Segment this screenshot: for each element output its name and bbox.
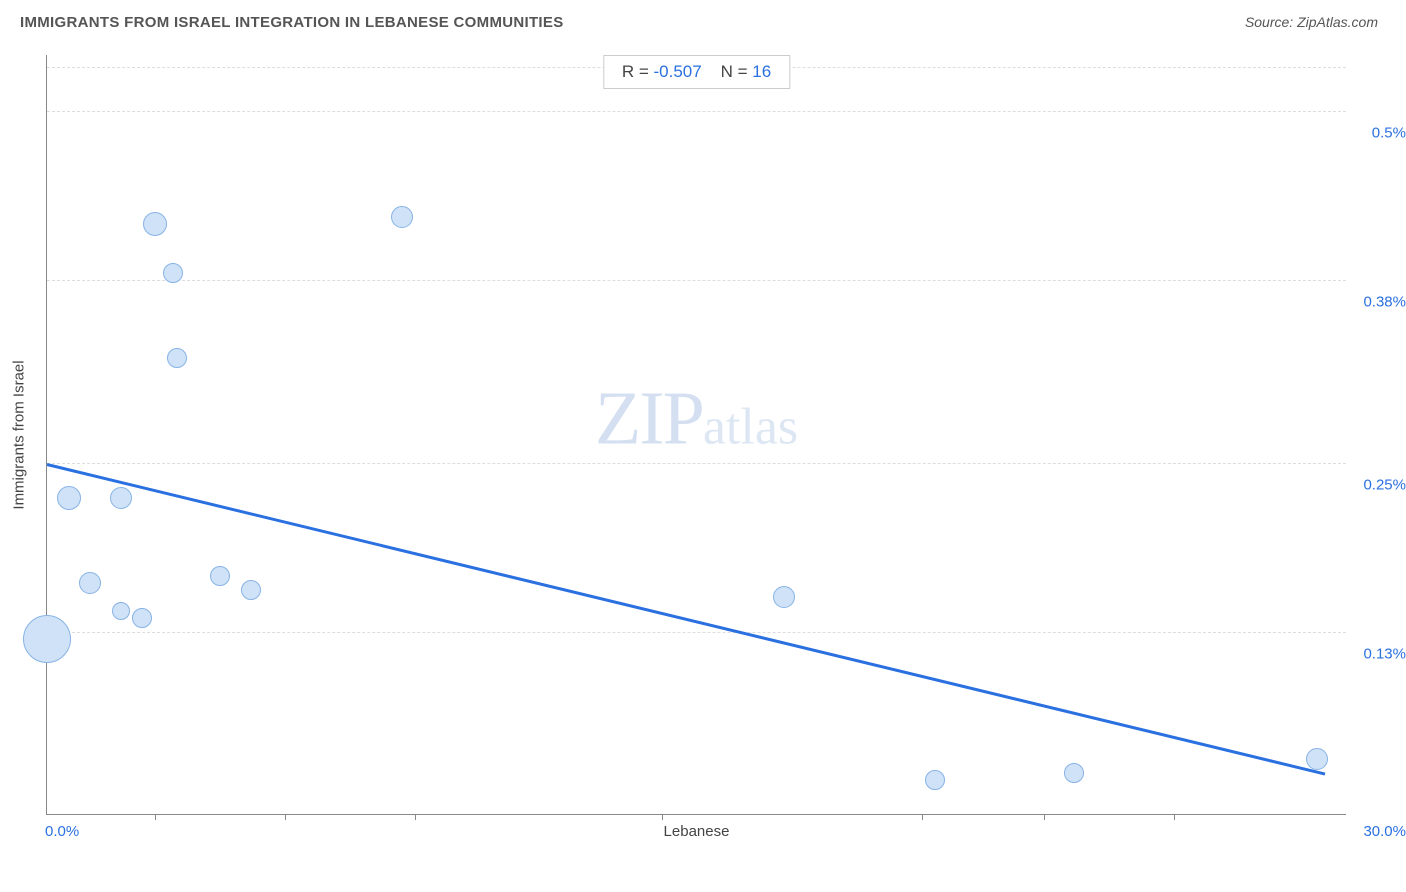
- watermark-atlas: atlas: [703, 399, 798, 456]
- data-point[interactable]: [391, 206, 413, 228]
- data-point[interactable]: [143, 212, 167, 236]
- n-value: 16: [752, 62, 771, 81]
- x-tick: [1044, 814, 1045, 820]
- y-tick-label: 0.25%: [1363, 477, 1406, 494]
- gridline: [47, 280, 1346, 281]
- data-point[interactable]: [210, 566, 230, 586]
- chart-header: IMMIGRANTS FROM ISRAEL INTEGRATION IN LE…: [0, 0, 1406, 50]
- chart-plot-area: ZIPatlas R = -0.507 N = 16 Immigrants fr…: [46, 55, 1346, 815]
- x-tick: [1174, 814, 1175, 820]
- y-axis-title: Immigrants from Israel: [11, 360, 28, 509]
- x-axis-min-label: 0.0%: [45, 823, 79, 840]
- gridline: [47, 463, 1346, 464]
- data-point[interactable]: [23, 615, 71, 663]
- watermark-zip: ZIP: [595, 377, 703, 461]
- chart-title: IMMIGRANTS FROM ISRAEL INTEGRATION IN LE…: [20, 14, 564, 31]
- data-point[interactable]: [925, 770, 945, 790]
- x-axis-title: Lebanese: [664, 823, 730, 840]
- data-point[interactable]: [167, 348, 187, 368]
- n-label: N =: [721, 62, 748, 81]
- x-axis-max-label: 30.0%: [1363, 823, 1406, 840]
- data-point[interactable]: [1306, 748, 1328, 770]
- data-point[interactable]: [79, 572, 101, 594]
- data-point[interactable]: [112, 602, 130, 620]
- r-label: R =: [622, 62, 649, 81]
- x-tick: [285, 814, 286, 820]
- data-point[interactable]: [110, 487, 132, 509]
- data-point[interactable]: [241, 580, 261, 600]
- y-tick-label: 0.13%: [1363, 646, 1406, 663]
- r-value: -0.507: [653, 62, 701, 81]
- y-tick-label: 0.38%: [1363, 294, 1406, 311]
- gridline: [47, 111, 1346, 112]
- data-point[interactable]: [1064, 763, 1084, 783]
- source-credit: Source: ZipAtlas.com: [1245, 14, 1378, 30]
- trend-line: [47, 463, 1326, 776]
- x-tick: [662, 814, 663, 820]
- gridline: [47, 632, 1346, 633]
- watermark: ZIPatlas: [595, 376, 798, 463]
- data-point[interactable]: [163, 263, 183, 283]
- stats-box: R = -0.507 N = 16: [603, 55, 790, 89]
- data-point[interactable]: [773, 586, 795, 608]
- x-tick: [155, 814, 156, 820]
- data-point[interactable]: [132, 608, 152, 628]
- x-tick: [922, 814, 923, 820]
- x-tick: [415, 814, 416, 820]
- y-tick-label: 0.5%: [1372, 125, 1406, 142]
- data-point[interactable]: [57, 486, 81, 510]
